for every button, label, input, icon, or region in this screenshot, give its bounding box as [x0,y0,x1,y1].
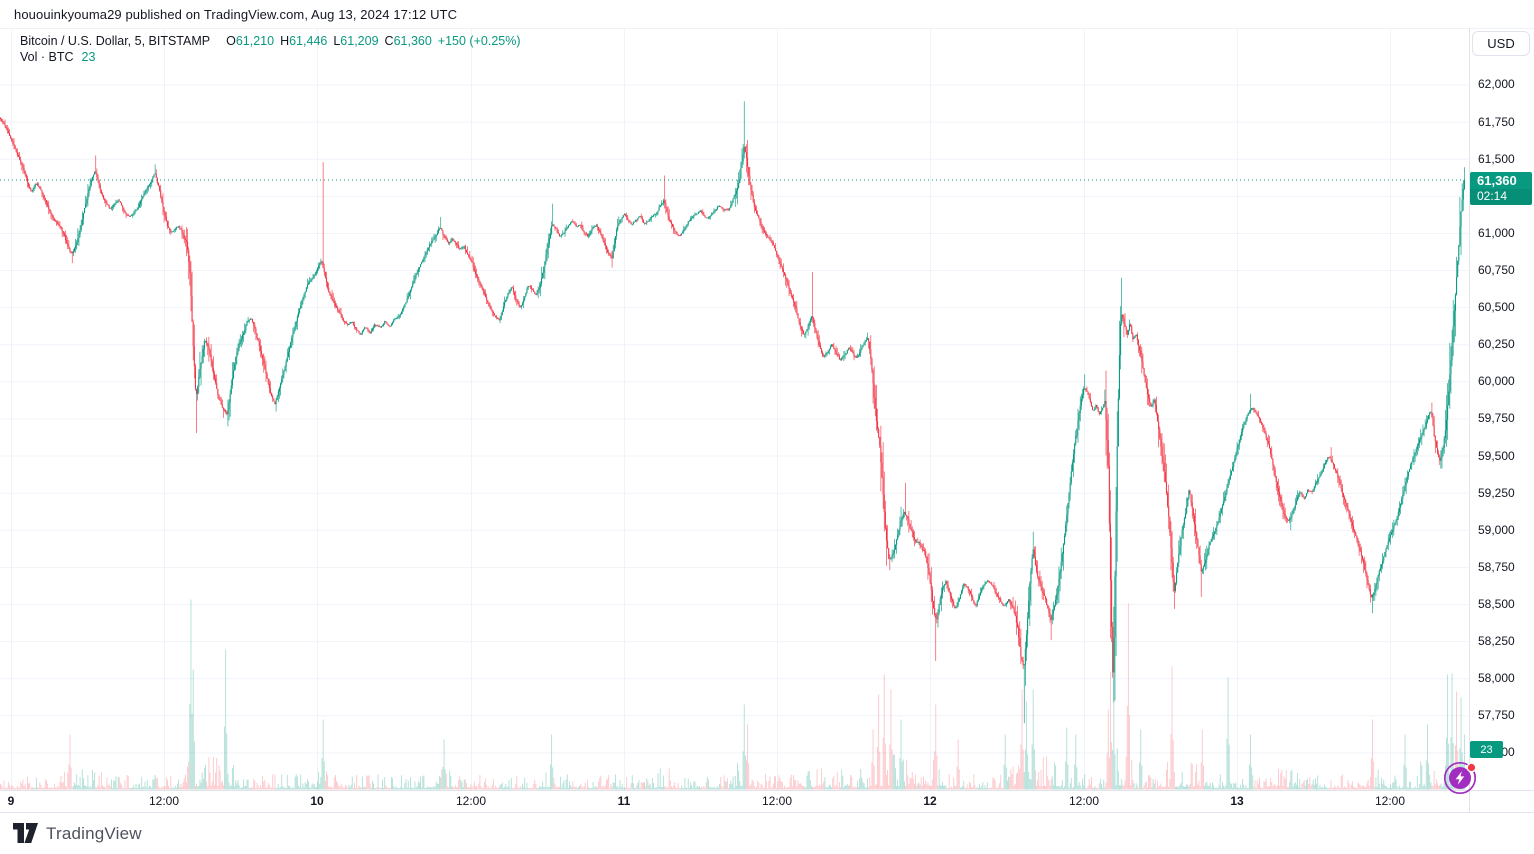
time-axis-label: 12:00 [1068,794,1100,808]
volume-label: Vol · BTC [20,50,74,64]
price-axis-label: 60,500 [1478,300,1515,315]
price-axis-label: 60,250 [1478,337,1515,352]
ohlc-value: 61,209 [340,34,379,48]
price-axis-label: 59,500 [1478,448,1515,463]
ohlc-letter: L [333,34,341,48]
price-axis-label: 61,000 [1478,225,1515,240]
time-axis-label: 12:00 [1374,794,1406,808]
time-axis-label: 12:00 [761,794,793,808]
legend-row-symbol: Bitcoin / U.S. Dollar, 5, BITSTAMP O61,21… [20,33,521,49]
price-axis-label: 60,000 [1478,374,1515,389]
price-axis-label: 59,000 [1478,522,1515,537]
legend-row-volume: Vol · BTC 23 [20,49,521,65]
time-axis-label: 10 [310,794,324,808]
volume-badge: 23 [1470,741,1503,758]
last-price-badge: 61,360 02:14 [1470,172,1532,205]
price-axis-label: 59,750 [1478,411,1515,426]
last-price-value: 61,360 [1477,173,1517,188]
price-axis-label: 58,250 [1478,634,1515,649]
price-axis-label: 62,000 [1478,77,1515,92]
time-axis-label: 13 [1230,794,1244,808]
lightning-icon [1443,761,1477,795]
price-change: +150 (+0.25%) [437,34,521,48]
bar-countdown: 02:14 [1470,189,1532,205]
attribution-text: hououinkyouma29 published on TradingView… [14,7,458,22]
ohlc-letter: H [280,34,290,48]
tradingview-attribution-logo[interactable]: TradingView [13,823,142,844]
ohlc-letter: O [226,34,236,48]
notification-dot [1467,763,1476,772]
price-axis-label: 61,500 [1478,151,1515,166]
ohlc-value: 61,446 [289,34,328,48]
symbol-title: Bitcoin / U.S. Dollar, 5, BITSTAMP [20,34,211,48]
price-axis-label: 58,500 [1478,596,1515,611]
price-axis-label: 59,250 [1478,485,1515,500]
chart-legend: Bitcoin / U.S. Dollar, 5, BITSTAMP O61,21… [20,33,521,65]
time-axis-label: 12:00 [455,794,487,808]
price-axis-label: 60,750 [1478,263,1515,277]
ohlc-value: 61,360 [393,34,432,48]
time-axis-label: 12 [923,794,937,808]
price-axis-label: 61,750 [1478,114,1515,129]
currency-toggle-button[interactable]: USD [1472,31,1530,56]
price-axis-label: 58,000 [1478,671,1515,686]
tradingview-logo-icon [13,823,38,843]
tradingview-logo-text: TradingView [46,823,142,843]
ohlc-values: O61,210 H61,446 L61,209 C61,360 [220,34,432,48]
ohlc-letter: C [384,34,394,48]
ohlc-value: 61,210 [235,34,275,48]
price-axis-label: 57,750 [1478,708,1515,723]
price-axis-label: 58,750 [1478,559,1515,574]
time-axis-label: 11 [617,794,631,808]
volume-value: 23 [81,50,96,64]
lightning-button[interactable] [1442,759,1480,797]
time-axis-label: 12:00 [148,794,180,808]
time-axis-label: 9 [7,794,15,808]
